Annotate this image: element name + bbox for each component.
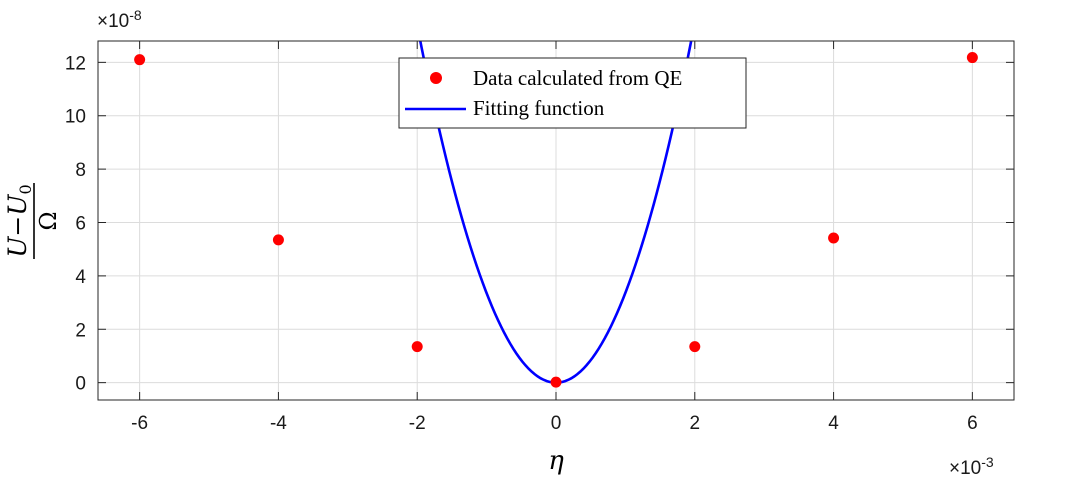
y-tick-label: 8 bbox=[75, 160, 86, 181]
y-tick-label: 2 bbox=[75, 320, 86, 341]
y-label-num-a: U bbox=[3, 236, 32, 258]
y-label-den: Ω bbox=[36, 211, 62, 230]
x-multiplier: ×10-3 bbox=[949, 454, 994, 479]
y-label-num-b: U bbox=[3, 194, 32, 216]
y-tick-label: 6 bbox=[75, 214, 86, 235]
y-tick-label: 12 bbox=[65, 53, 86, 74]
x-tick-label: -2 bbox=[409, 413, 426, 434]
series-points bbox=[134, 52, 978, 388]
legend: Data calculated from QE Fitting function bbox=[398, 57, 747, 129]
y-tick-label: 0 bbox=[75, 374, 86, 395]
svg-text:U−U0: U−U0 bbox=[3, 184, 35, 257]
data-point bbox=[272, 234, 284, 246]
axis-ticks: -6 -4 -2 0 2 4 6 0 2 4 6 8 10 12 bbox=[65, 41, 1014, 434]
y-label-num-op: − bbox=[3, 216, 32, 237]
legend-label-fit: Fitting function bbox=[473, 96, 605, 120]
x-tick-label: 0 bbox=[551, 413, 562, 434]
data-point bbox=[689, 341, 701, 353]
x-tick-label: 6 bbox=[967, 413, 978, 434]
legend-label-data: Data calculated from QE bbox=[473, 66, 682, 90]
data-point bbox=[966, 52, 978, 64]
y-axis-label: U−U0 Ω bbox=[3, 183, 62, 259]
y-multiplier: ×10-8 bbox=[97, 7, 142, 32]
x-tick-label: -6 bbox=[131, 413, 148, 434]
x-axis-label: η bbox=[548, 446, 564, 476]
data-point bbox=[550, 376, 562, 388]
y-label-num-b-sub: 0 bbox=[16, 184, 35, 194]
data-point bbox=[828, 232, 840, 244]
y-tick-label: 4 bbox=[75, 267, 86, 288]
x-tick-label: 4 bbox=[828, 413, 839, 434]
y-tick-label: 10 bbox=[65, 107, 86, 128]
legend-box bbox=[398, 57, 747, 129]
legend-marker-data bbox=[430, 72, 442, 84]
x-tick-label: 2 bbox=[689, 413, 700, 434]
x-tick-label: -4 bbox=[270, 413, 287, 434]
data-point bbox=[134, 54, 146, 66]
data-point bbox=[411, 341, 423, 353]
